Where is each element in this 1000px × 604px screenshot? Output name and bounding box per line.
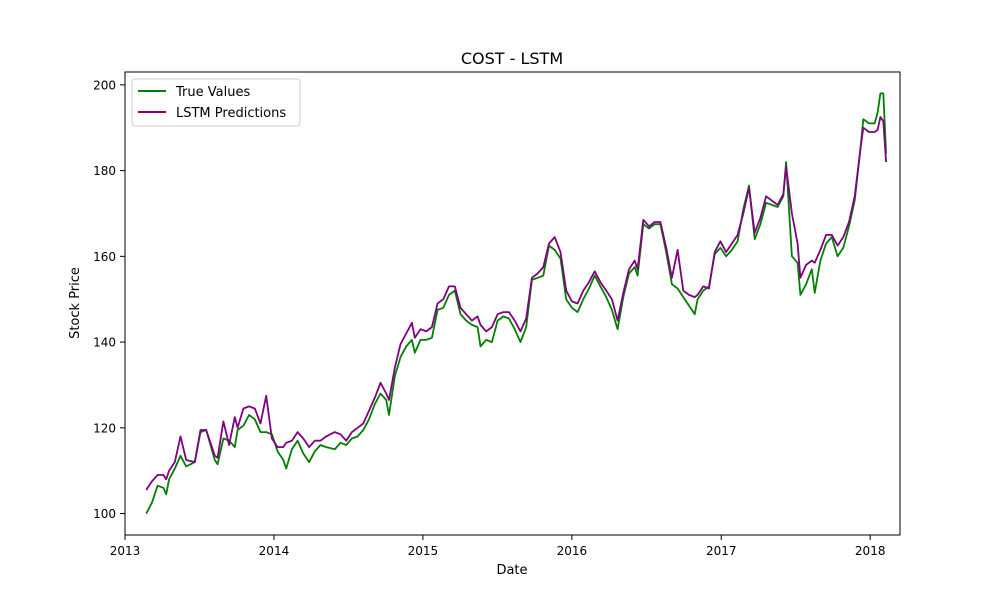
y-tick-label: 140 (93, 336, 116, 350)
x-tick-label: 2016 (557, 544, 588, 558)
y-axis: 100 120 140 160 180 200 (93, 78, 125, 521)
x-axis: 2013 2014 2015 2016 2017 2018 (110, 535, 886, 558)
y-tick-label: 200 (93, 78, 116, 92)
y-tick-label: 160 (93, 250, 116, 264)
plot-area-frame (124, 71, 901, 536)
legend-label-lstm-predictions: LSTM Predictions (176, 106, 286, 121)
y-tick-label: 120 (93, 421, 116, 435)
legend: True Values LSTM Predictions (131, 78, 301, 127)
legend-box (131, 78, 301, 127)
x-tick-label: 2015 (408, 544, 439, 558)
x-tick-label: 2018 (855, 544, 886, 558)
y-axis-label: Stock Price (68, 267, 83, 339)
legend-label-true-values: True Values (175, 85, 250, 100)
x-tick-label: 2014 (259, 544, 290, 558)
chart-title: COST - LSTM (461, 49, 563, 68)
series-line-lstm-predictions (145, 116, 887, 491)
x-tick-label: 2013 (110, 544, 141, 558)
y-tick-label: 180 (93, 164, 116, 178)
y-tick-label: 100 (93, 507, 116, 521)
x-axis-label: Date (496, 563, 527, 578)
x-tick-label: 2017 (706, 544, 737, 558)
series-layer (145, 92, 887, 515)
